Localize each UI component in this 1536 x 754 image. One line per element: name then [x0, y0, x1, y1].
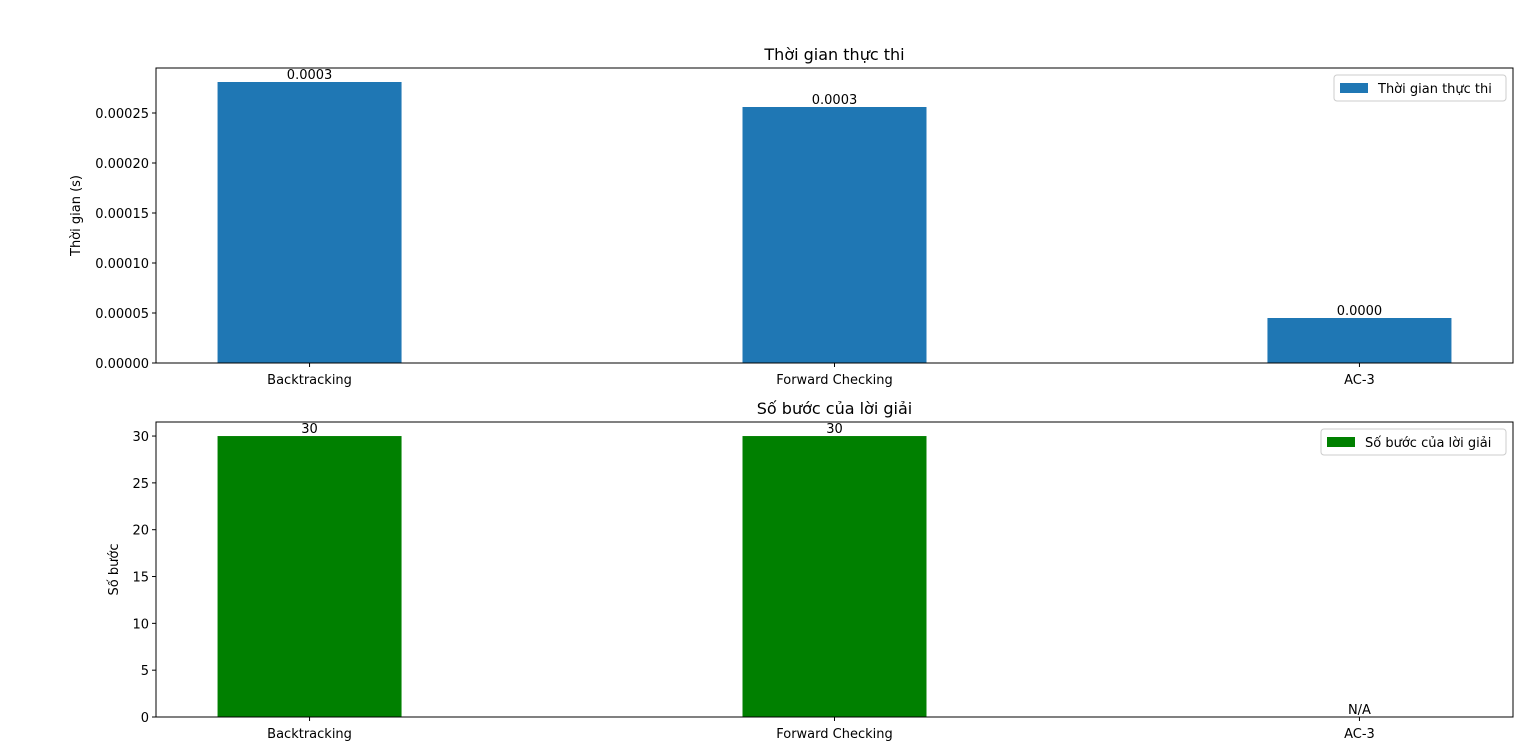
y-tick-label: 25	[132, 477, 149, 492]
x-tick-label: Forward Checking	[776, 373, 893, 388]
y-tick-label: 10	[132, 617, 149, 632]
chart-title: Số bước của lời giải	[757, 399, 912, 418]
legend-swatch	[1340, 83, 1368, 93]
x-tick-label: AC-3	[1344, 727, 1375, 742]
bar-data-label: 30	[826, 422, 843, 437]
chart-2: Số bước của lời giải 30 30 N/A 0 5 10 15 20 25 30 B…	[107, 399, 1514, 742]
y-tick-label: 0.00015	[95, 207, 149, 222]
y-tick-label: 0.00020	[95, 157, 149, 172]
legend-box	[1333, 74, 1507, 102]
x-tick-label: Forward Checking	[776, 727, 893, 742]
bar-forward-checking	[742, 436, 927, 717]
bar-data-label: 0.0000	[1337, 304, 1383, 319]
bar-data-label: 0.0003	[812, 93, 858, 108]
y-axis-label: Số bước	[107, 544, 122, 596]
legend-swatch	[1327, 437, 1355, 447]
chart-title: Thời gian thực thi	[763, 45, 904, 64]
bar-backtracking	[217, 82, 402, 363]
chart-1: Thời gian thực thi 0.0003 0.0003 0.0000 0.00…	[69, 45, 1514, 388]
bar-data-label: N/A	[1348, 703, 1371, 718]
x-tick-label: Backtracking	[267, 727, 352, 742]
legend: Thời gian thực thi	[1333, 74, 1507, 102]
y-tick-label: 0.00010	[95, 257, 149, 272]
y-tick-label: 0	[141, 711, 149, 726]
x-tick-label: Backtracking	[267, 373, 352, 388]
legend-label: Thời gian thực thi	[1377, 82, 1492, 97]
y-tick-label: 0.00000	[95, 357, 149, 372]
legend-box	[1320, 428, 1507, 456]
bar-backtracking	[217, 436, 402, 717]
legend: Số bước của lời giải	[1320, 428, 1507, 456]
y-tick-label: 5	[141, 664, 149, 679]
legend-label: Số bước của lời giải	[1365, 436, 1491, 451]
y-tick-label: 30	[132, 430, 149, 445]
bar-ac-3	[1267, 318, 1452, 363]
x-tick-label: AC-3	[1344, 373, 1375, 388]
y-tick-label: 0.00025	[95, 107, 149, 122]
y-tick-label: 15	[132, 571, 149, 586]
y-tick-label: 0.00005	[95, 307, 149, 322]
bar-forward-checking	[742, 107, 927, 363]
bar-data-label: 0.0003	[287, 68, 333, 83]
bar-data-label: 30	[301, 422, 318, 437]
y-axis-label: Thời gian (s)	[69, 175, 84, 257]
y-tick-label: 20	[132, 524, 149, 539]
